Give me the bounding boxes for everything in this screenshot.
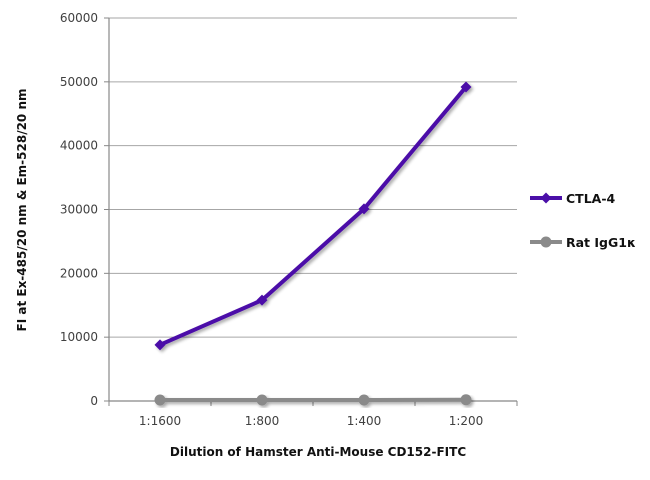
y-tick-label: 40000 <box>60 139 98 153</box>
x-tick-label: 1:800 <box>245 414 280 428</box>
y-tick-label: 50000 <box>60 75 98 89</box>
series-rat-igg1- <box>154 394 472 406</box>
y-tick-label: 10000 <box>60 330 98 344</box>
circle-marker-icon <box>540 236 552 248</box>
y-axis-title: FI at Ex-485/20 nm & Em-528/20 nm <box>15 89 29 332</box>
y-tick-label: 30000 <box>60 203 98 217</box>
gridlines <box>109 17 517 338</box>
data-point <box>358 394 370 406</box>
y-tick-label: 20000 <box>60 266 98 280</box>
data-point <box>460 81 472 93</box>
legend-item: Rat IgG1κ <box>530 235 636 250</box>
x-tick-label: 1:1600 <box>139 414 181 428</box>
x-tick-label: 1:400 <box>347 414 382 428</box>
data-point <box>154 394 166 406</box>
diamond-marker-icon <box>540 192 552 204</box>
legend-label: CTLA-4 <box>566 191 616 206</box>
data-point <box>256 394 268 406</box>
series-ctla-4 <box>154 81 472 351</box>
legend-item: CTLA-4 <box>530 191 616 206</box>
series-line <box>159 85 468 347</box>
x-tick-label: 1:200 <box>449 414 484 428</box>
data-point <box>358 203 370 215</box>
x-axis: 1:1600 1:800 1:400 1:200 <box>108 400 518 428</box>
legend-label: Rat IgG1κ <box>566 235 636 250</box>
y-axis: 0 10000 20000 30000 40000 50000 60000 <box>60 11 110 408</box>
legend: CTLA-4 Rat IgG1κ <box>530 191 636 250</box>
data-point <box>460 394 472 406</box>
y-tick-label: 0 <box>90 394 98 408</box>
x-axis-title: Dilution of Hamster Anti-Mouse CD152-FIT… <box>170 445 466 459</box>
y-tick-label: 60000 <box>60 11 98 25</box>
data-point <box>256 294 268 306</box>
data-point <box>154 339 166 351</box>
series-layer <box>154 81 472 406</box>
